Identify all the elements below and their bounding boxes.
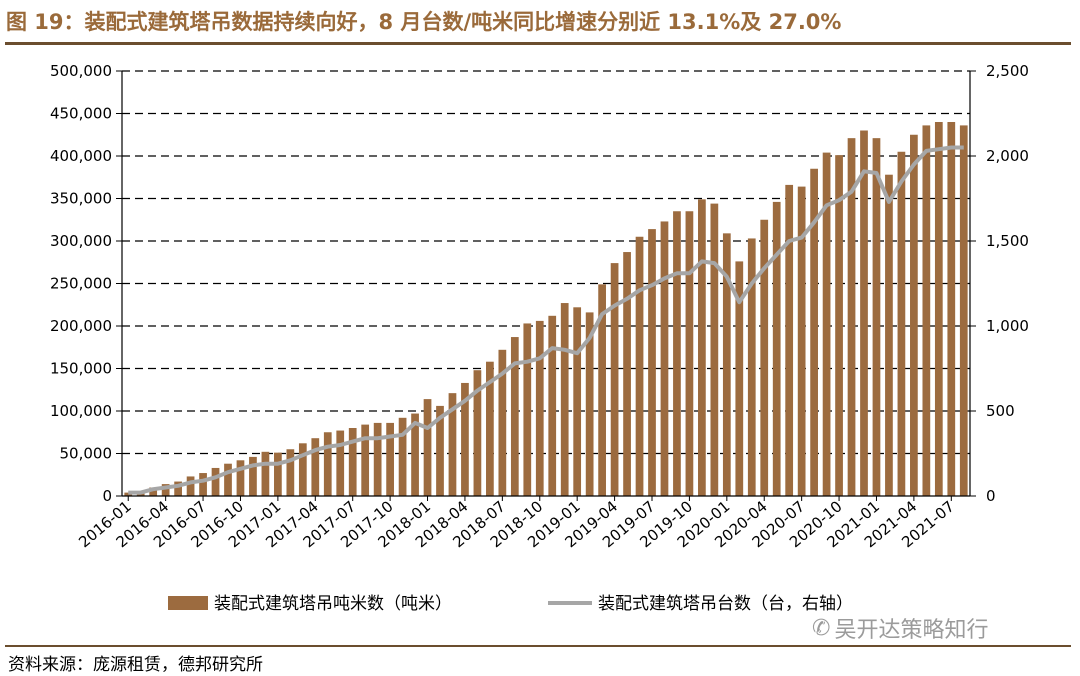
legend-swatch-bar <box>168 596 208 610</box>
bar <box>398 417 407 496</box>
bar <box>199 473 207 496</box>
left-tick-label: 450,000 <box>50 105 112 123</box>
watermark: ✆ 吴开达策略知行 <box>812 612 988 644</box>
bar <box>772 201 781 496</box>
bar <box>249 456 257 496</box>
left-tick-label: 150,000 <box>50 360 112 378</box>
bar <box>735 261 744 496</box>
bar <box>535 320 544 496</box>
bar <box>635 236 644 496</box>
bar <box>411 413 419 496</box>
bar <box>860 130 868 496</box>
bar <box>161 484 170 496</box>
bar <box>448 393 457 496</box>
bar <box>660 221 669 496</box>
chart-title: 图 19：装配式建筑塔吊数据持续向好，8 月台数/吨米同比增速分别近 13.1%… <box>6 10 842 34</box>
bar-series <box>124 122 968 497</box>
bar <box>648 229 656 496</box>
bar <box>822 152 831 496</box>
bar <box>710 203 719 496</box>
bar <box>885 174 893 496</box>
legend: 装配式建筑塔吊吨米数（吨米） 装配式建筑塔吊台数（台，右轴） <box>168 594 853 614</box>
left-tick-label: 100,000 <box>50 402 112 420</box>
bar <box>760 219 769 496</box>
bar <box>722 233 731 496</box>
left-tick-label: 200,000 <box>50 317 112 335</box>
bar <box>959 125 968 497</box>
bar <box>610 263 619 496</box>
left-tick-label: 300,000 <box>50 232 112 250</box>
line-series-path <box>128 145 964 495</box>
bar <box>498 349 507 496</box>
bar <box>174 481 182 496</box>
bar <box>486 361 494 496</box>
bar <box>910 134 918 496</box>
bar <box>348 428 357 496</box>
bar <box>698 199 706 496</box>
bar <box>311 438 320 496</box>
legend-label-bar: 装配式建筑塔吊吨米数（吨米） <box>214 594 452 614</box>
right-tick-label: 2,500 <box>986 62 1029 80</box>
bar <box>560 303 569 496</box>
bar <box>211 467 220 496</box>
bar <box>323 432 332 496</box>
right-tick-label: 0 <box>986 487 996 505</box>
bar <box>548 315 557 496</box>
bar <box>872 138 881 496</box>
bar <box>423 399 432 496</box>
left-tick-label: 350,000 <box>50 190 112 208</box>
bar <box>510 337 519 496</box>
bar <box>373 422 382 496</box>
line-series <box>128 145 964 495</box>
bar <box>236 460 245 496</box>
bar <box>747 238 756 496</box>
bar <box>286 449 295 496</box>
bar <box>585 312 594 496</box>
legend-label-line: 装配式建筑塔吊台数（台，右轴） <box>598 594 853 614</box>
bar <box>261 451 270 496</box>
bar <box>461 382 469 496</box>
bar <box>785 184 794 496</box>
watermark-text: 吴开达策略知行 <box>834 618 989 643</box>
right-tick-label: 500 <box>986 402 1015 420</box>
bar <box>124 492 133 496</box>
bar <box>473 370 482 496</box>
bar <box>623 252 631 496</box>
title-divider <box>5 42 1071 45</box>
dual-axis-chart: 0 50,000 100,000 150,000 200,000 250,000 300,0… <box>50 62 1029 614</box>
left-tick-label: 500,000 <box>50 62 112 80</box>
bar <box>797 186 806 496</box>
left-tick-label: 50,000 <box>60 445 113 463</box>
bar <box>274 452 282 496</box>
bar <box>810 168 818 496</box>
left-tick-label: 250,000 <box>50 275 112 293</box>
bar <box>897 151 906 496</box>
bar <box>224 463 232 496</box>
bar <box>436 405 444 496</box>
bar <box>934 122 943 496</box>
footer-divider <box>5 645 1071 647</box>
bar <box>149 487 158 496</box>
bar <box>922 125 931 497</box>
wechat-icon: ✆ <box>812 615 831 641</box>
bar <box>336 430 345 496</box>
source-note: 资料来源：庞源租赁，德邦研究所 <box>8 655 263 675</box>
bar <box>835 155 843 496</box>
bar <box>685 211 694 496</box>
bar <box>573 307 582 496</box>
bar <box>523 323 532 496</box>
right-tick-label: 1,000 <box>986 317 1029 335</box>
bar <box>947 122 956 496</box>
bar <box>673 211 681 496</box>
right-tick-label: 1,500 <box>986 232 1029 250</box>
bar <box>598 284 606 496</box>
left-tick-label: 400,000 <box>50 147 112 165</box>
bar <box>361 424 370 496</box>
bar <box>298 443 307 496</box>
right-tick-label: 2,000 <box>986 147 1029 165</box>
bar <box>386 422 394 496</box>
bar <box>847 138 856 496</box>
bar <box>186 476 195 496</box>
left-tick-label: 0 <box>102 487 112 505</box>
